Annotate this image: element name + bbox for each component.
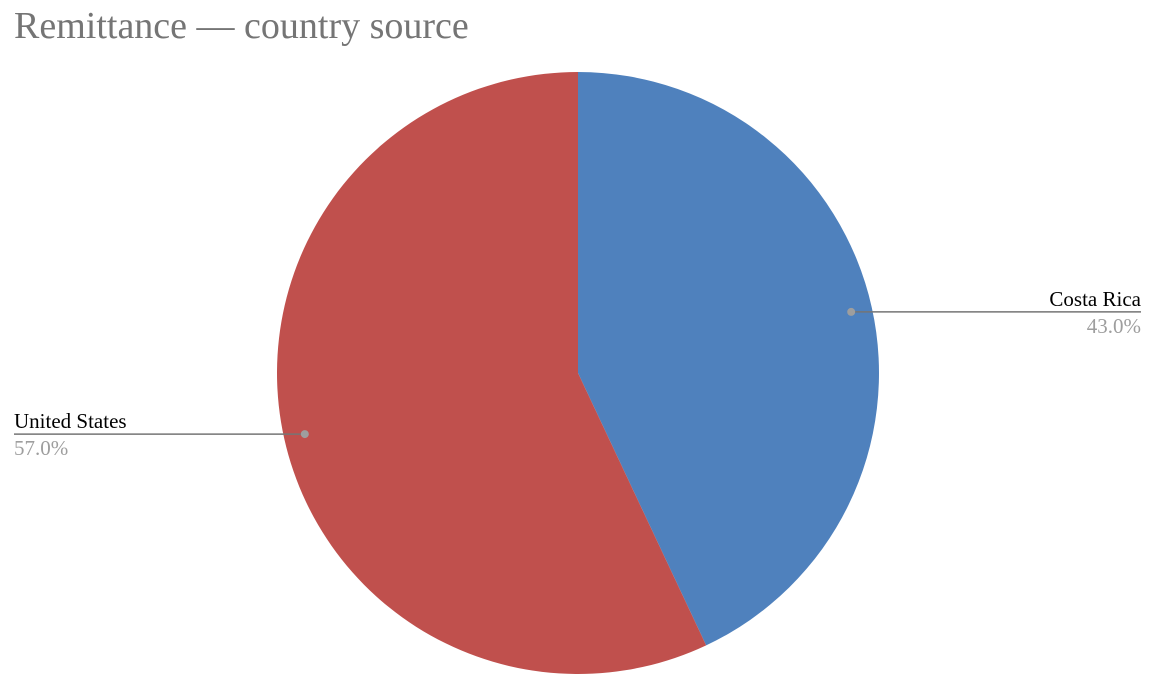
slice-value-costa-rica: 43.0% xyxy=(1087,314,1141,338)
slice-label-costa-rica: Costa Rica xyxy=(1049,287,1141,311)
leader-dot-costa-rica xyxy=(847,307,856,316)
leader-dot-united-states xyxy=(300,430,309,439)
slice-labels: Costa Rica 43.0% United States 57.0% xyxy=(14,287,1142,460)
pie-slices xyxy=(277,72,879,674)
slice-value-united-states: 57.0% xyxy=(14,436,68,460)
pie-slice-costa-rica xyxy=(578,72,879,646)
chart-title: Remittance — country source xyxy=(14,5,469,47)
pie-slice-united-states xyxy=(277,72,707,674)
slice-label-united-states: United States xyxy=(14,409,127,433)
